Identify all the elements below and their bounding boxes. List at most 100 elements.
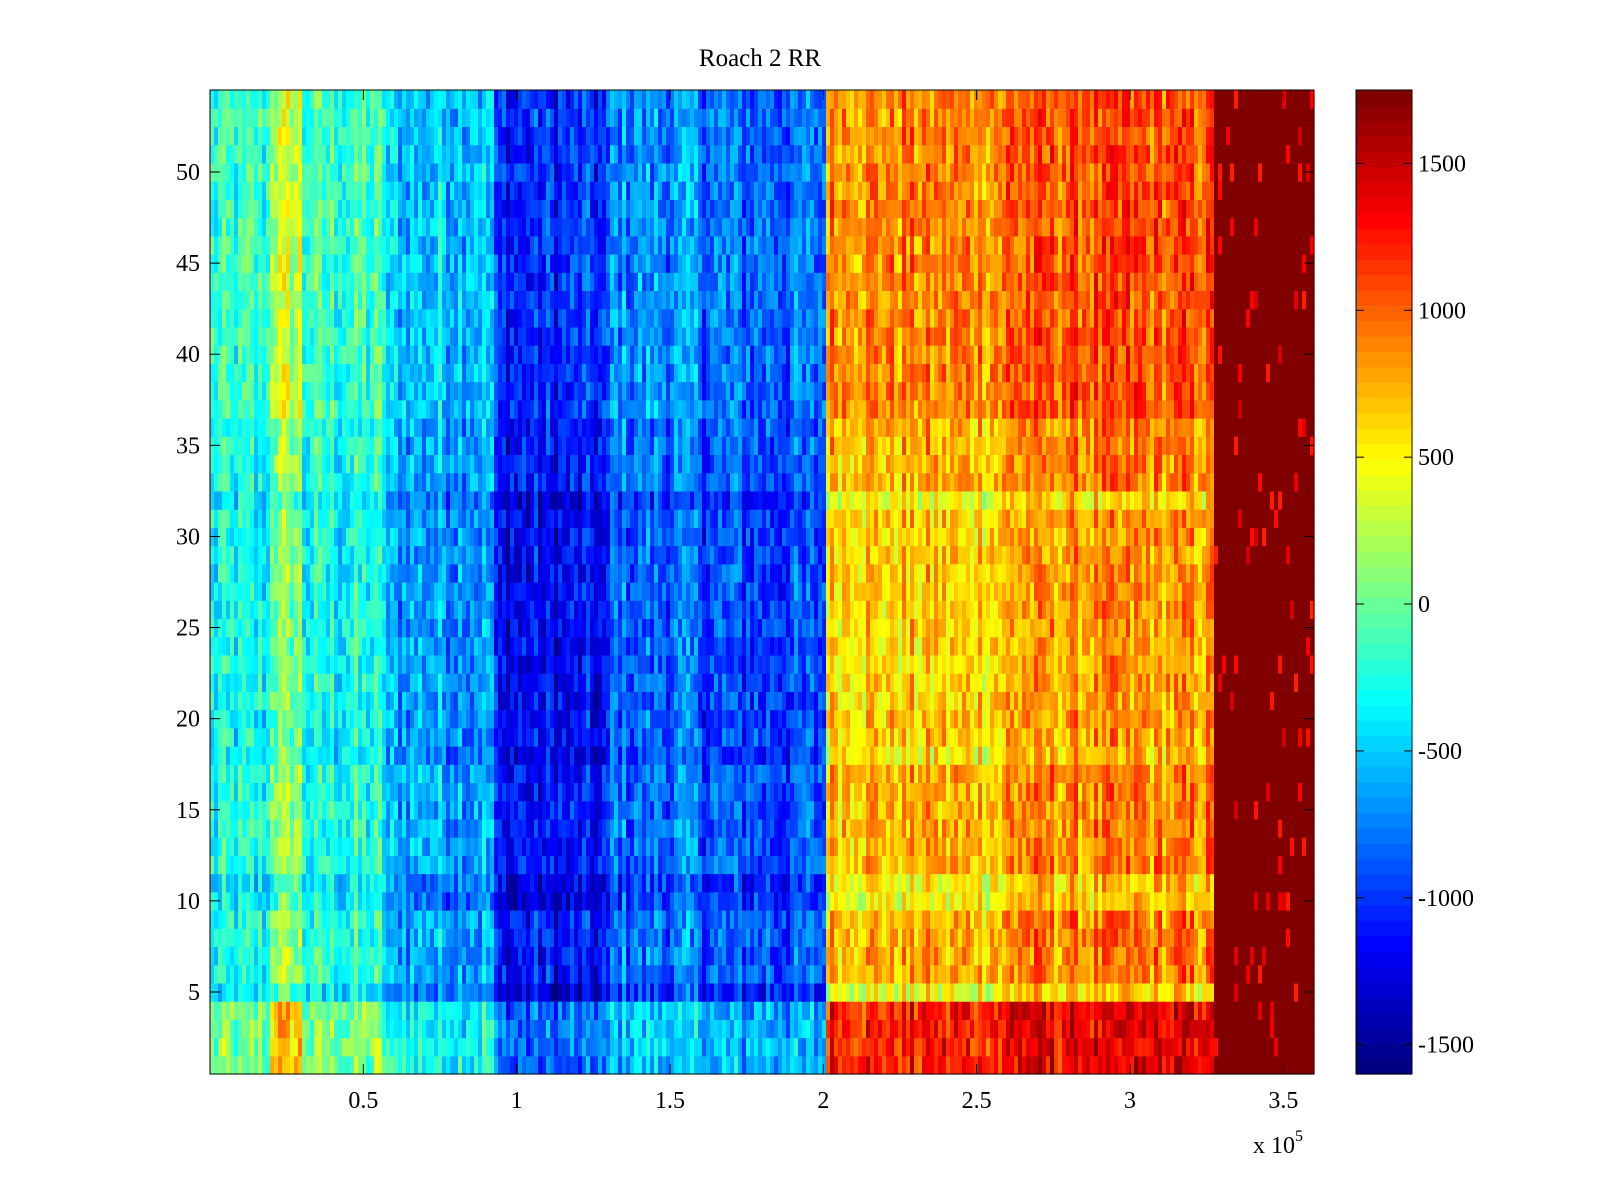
heatmap-cell [398,800,403,820]
heatmap-cell [838,982,843,1002]
heatmap-cell [670,837,675,856]
heatmap-cell [294,782,299,802]
heatmap-cell [1218,782,1223,802]
heatmap-cell [938,873,943,893]
heatmap-cell [826,800,831,820]
heatmap-cell [1218,1037,1223,1057]
heatmap-cell [606,1055,611,1075]
heatmap-cell [1046,1019,1051,1039]
heatmap-cell [866,946,871,966]
heatmap-cell [594,837,599,856]
heatmap-cell [478,855,483,875]
heatmap-cell [662,946,667,966]
heatmap-cell [1234,782,1239,802]
heatmap-cell [1154,782,1159,802]
heatmap-cell [370,1055,375,1075]
heatmap-cell [782,946,787,966]
heatmap-cell [330,837,335,856]
heatmap-cell [866,982,871,1002]
heatmap-cell [218,982,223,1002]
heatmap-cell [250,982,255,1002]
heatmap-cell [482,891,487,911]
heatmap-cell [474,946,479,966]
heatmap-cell [950,764,955,784]
heatmap-cell [374,964,379,984]
heatmap-cell [462,982,467,1002]
heatmap-cell [882,964,887,984]
heatmap-cell [294,1019,299,1039]
heatmap-cell [778,1037,783,1057]
heatmap-cell [742,1055,747,1075]
heatmap-cell [1150,1001,1155,1020]
heatmap-cell [1234,764,1239,784]
heatmap-cell [942,818,947,838]
heatmap-cell [918,964,923,984]
heatmap-cell [234,837,239,856]
heatmap-cell [482,946,487,966]
heatmap-cell [250,746,255,765]
heatmap-cell [386,855,391,875]
heatmap-cell [458,946,463,966]
heatmap-cell [1254,818,1259,838]
heatmap-cell [1150,891,1155,911]
heatmap-cell [270,910,275,929]
heatmap-cell [1186,910,1191,929]
heatmap-cell [1074,964,1079,984]
heatmap-cell [654,800,659,820]
heatmap-cell [614,1055,619,1075]
heatmap-cell [438,782,443,802]
heatmap-cell [918,818,923,838]
heatmap-cell [794,746,799,765]
heatmap-cell [794,873,799,893]
heatmap-cell [242,1001,247,1020]
heatmap-cell [714,891,719,911]
heatmap-cell [1162,928,1167,948]
heatmap-cell [738,782,743,802]
heatmap-cell [1050,982,1055,1002]
heatmap-cell [706,982,711,1002]
heatmap-cell [1310,855,1315,875]
heatmap-cell [918,1019,923,1039]
heatmap-cell [722,982,727,1002]
heatmap-cell [854,964,859,984]
heatmap-cell [774,1055,779,1075]
heatmap-cell [250,964,255,984]
heatmap-cell [230,782,235,802]
heatmap-cell [786,837,791,856]
heatmap-cell [1062,782,1067,802]
heatmap-cell [226,1001,231,1020]
heatmap-cell [1234,891,1239,911]
heatmap-cell [614,910,619,929]
heatmap-cell [902,818,907,838]
heatmap-cell [766,891,771,911]
heatmap-cell [1198,946,1203,966]
heatmap-cell [294,928,299,948]
heatmap-cell [686,837,691,856]
heatmap-cell [1146,964,1151,984]
heatmap-cell [538,1055,543,1075]
heatmap-cell [1230,800,1235,820]
heatmap-cell [754,964,759,984]
heatmap-cell [1026,818,1031,838]
heatmap-cell [558,946,563,966]
heatmap-cell [562,800,567,820]
heatmap-cell [910,873,915,893]
heatmap-cell [942,800,947,820]
heatmap-cell [1042,764,1047,784]
heatmap-cell [242,837,247,856]
heatmap-cell [266,746,271,765]
heatmap-cell [698,910,703,929]
heatmap-cell [234,873,239,893]
heatmap-cell [814,837,819,856]
heatmap-cell [1190,818,1195,838]
heatmap-cell [374,764,379,784]
heatmap-cell [770,746,775,765]
heatmap-cell [214,764,219,784]
heatmap-cell [594,964,599,984]
heatmap-cell [546,964,551,984]
heatmap-cell [986,873,991,893]
heatmap-cell [750,837,755,856]
heatmap-cell [1014,873,1019,893]
heatmap-cell [806,946,811,966]
heatmap-cell [1206,746,1211,765]
